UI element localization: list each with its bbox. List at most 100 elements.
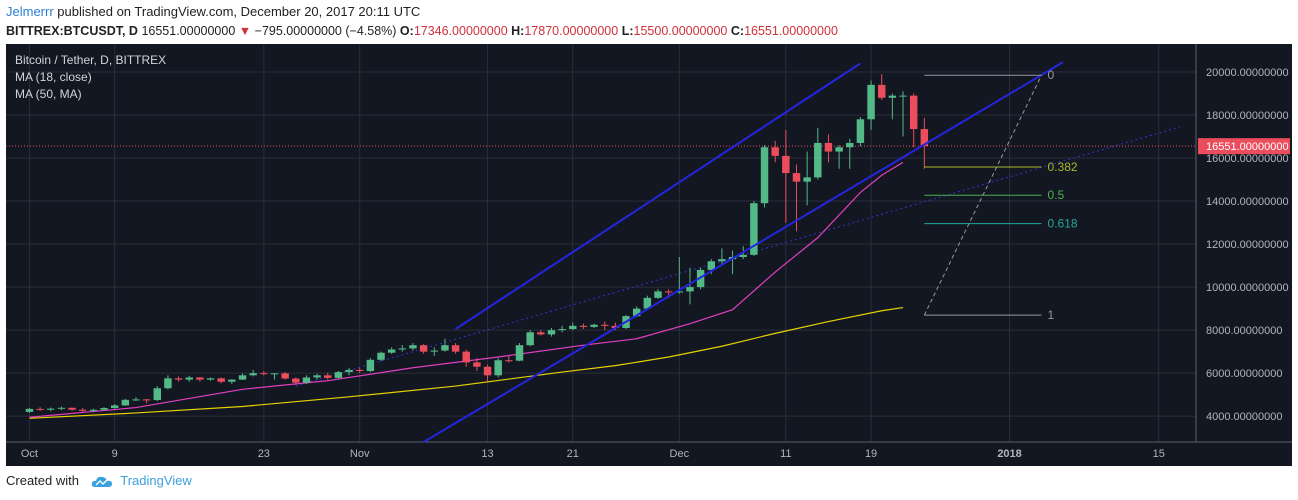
candle-bearish	[579, 325, 588, 327]
candle-bullish	[25, 408, 34, 412]
y-tick-label: 10000.00000000	[1206, 282, 1289, 294]
fib-level-label: 1	[1048, 308, 1055, 322]
candle-bearish	[36, 408, 44, 410]
price-chart[interactable]: 20000.0000000018000.0000000016000.000000…	[6, 44, 1292, 466]
y-tick-label: 4000.00000000	[1206, 411, 1282, 423]
candle-bearish	[324, 375, 332, 378]
candle-bullish	[675, 291, 684, 293]
candle-bullish	[398, 348, 407, 350]
x-tick-label: Dec	[670, 448, 690, 460]
candle-bearish	[419, 345, 428, 352]
candle-bearish	[473, 362, 481, 367]
candle-bearish	[909, 95, 918, 130]
author-link[interactable]: Jelmerrr	[6, 4, 54, 19]
x-tick-label: Oct	[21, 448, 38, 460]
candle-bullish	[643, 297, 652, 309]
price-axis-background	[1196, 44, 1292, 442]
candle-bullish	[270, 373, 279, 375]
chart-title: Bitcoin / Tether, D, BITTREX	[15, 53, 166, 67]
candle-bullish	[334, 372, 343, 378]
candle-bearish	[483, 366, 492, 376]
x-tick-label: 15	[1153, 448, 1165, 460]
candle-bearish	[664, 291, 673, 293]
chart-area[interactable]: 20000.00000000 18000.00000000 16000.000000…	[6, 44, 1292, 466]
fib-level-label: 0.382	[1048, 160, 1078, 174]
candle-bullish	[206, 378, 215, 380]
candle-bearish	[217, 378, 225, 382]
x-tick-label: 13	[481, 448, 493, 460]
candle-bullish	[590, 324, 598, 327]
candle-bullish	[377, 352, 385, 360]
candle-bullish	[558, 329, 566, 331]
tradingview-brand[interactable]: TradingView	[120, 473, 192, 488]
candle-bullish	[387, 349, 396, 353]
time-axis-background	[6, 442, 1292, 466]
candle-bullish	[547, 330, 556, 335]
x-tick-label: 21	[567, 448, 579, 460]
candle-bullish	[494, 360, 502, 376]
legend-entry: MA (50, MA)	[15, 87, 82, 101]
candle-bullish	[569, 325, 577, 330]
candle-bearish	[611, 325, 620, 328]
candle-bullish	[313, 375, 321, 378]
fib-trend-line	[923, 74, 1042, 316]
fib-level-label: 0	[1048, 68, 1055, 82]
candle-bullish	[185, 377, 193, 380]
candle-bullish	[750, 203, 758, 255]
candle-bullish	[718, 259, 726, 262]
candle-bearish	[601, 324, 609, 326]
candle-bullish	[632, 308, 641, 317]
candle-bullish	[132, 399, 140, 401]
candle-bullish	[430, 350, 439, 352]
candle-bullish	[345, 369, 353, 373]
chart-header: Jelmerrr published on TradingView.com, D…	[6, 2, 1292, 44]
candle-bullish	[707, 261, 715, 270]
y-tick-label: 16000.00000000	[1206, 153, 1289, 165]
footer: Created with TradingView	[6, 473, 192, 489]
y-tick-label: 12000.00000000	[1206, 239, 1289, 251]
x-tick-label: 11	[780, 448, 791, 460]
high-label: H:	[511, 24, 525, 38]
candle-bullish	[803, 177, 811, 182]
candle-bullish	[366, 359, 375, 372]
candle-bearish	[451, 345, 460, 352]
candle-bullish	[89, 409, 98, 411]
fib-level-label: 0.5	[1048, 188, 1065, 202]
candle-bullish	[867, 84, 875, 120]
candle-bullish	[899, 95, 907, 97]
ma18-line	[29, 161, 904, 418]
last-price-tag	[1198, 138, 1290, 155]
channel-lower-line	[423, 61, 1064, 443]
candle-bearish	[174, 378, 183, 380]
candle-bullish	[856, 119, 865, 143]
down-arrow-icon: ▼	[238, 24, 252, 38]
candle-bearish	[782, 155, 790, 174]
candle-bullish	[121, 399, 130, 406]
y-tick-label: 18000.00000000	[1206, 110, 1289, 122]
open-label: O:	[399, 24, 414, 38]
close-label: C:	[730, 24, 745, 38]
candle-bullish	[835, 147, 843, 152]
candle-bullish	[228, 379, 236, 382]
candle-bullish	[846, 142, 854, 148]
plot-background	[6, 44, 1196, 442]
close-value: 16551.00000000	[744, 24, 838, 38]
low-label: L:	[621, 24, 634, 38]
y-tick-label: 8000.00000000	[1206, 325, 1282, 337]
candle-bearish	[824, 142, 833, 152]
fib-level-label: 0.618	[1048, 217, 1078, 231]
candle-bearish	[537, 332, 545, 335]
x-tick-label: 23	[258, 448, 270, 460]
candle-bullish	[238, 375, 247, 380]
symbol-label: BITTREX:BTCUSDT, D	[6, 24, 138, 38]
candle-bullish	[47, 408, 55, 410]
y-tick-label: 14000.00000000	[1206, 196, 1289, 208]
candle-bullish	[515, 345, 524, 361]
candle-bullish	[110, 405, 119, 409]
y-tick-label: 20000.00000000	[1206, 67, 1289, 79]
x-tick-label: 9	[112, 448, 118, 460]
candle-bullish	[302, 377, 311, 383]
open-value: 17346.00000000	[413, 24, 508, 38]
candle-bearish	[281, 373, 289, 379]
candle-bearish	[505, 360, 513, 362]
